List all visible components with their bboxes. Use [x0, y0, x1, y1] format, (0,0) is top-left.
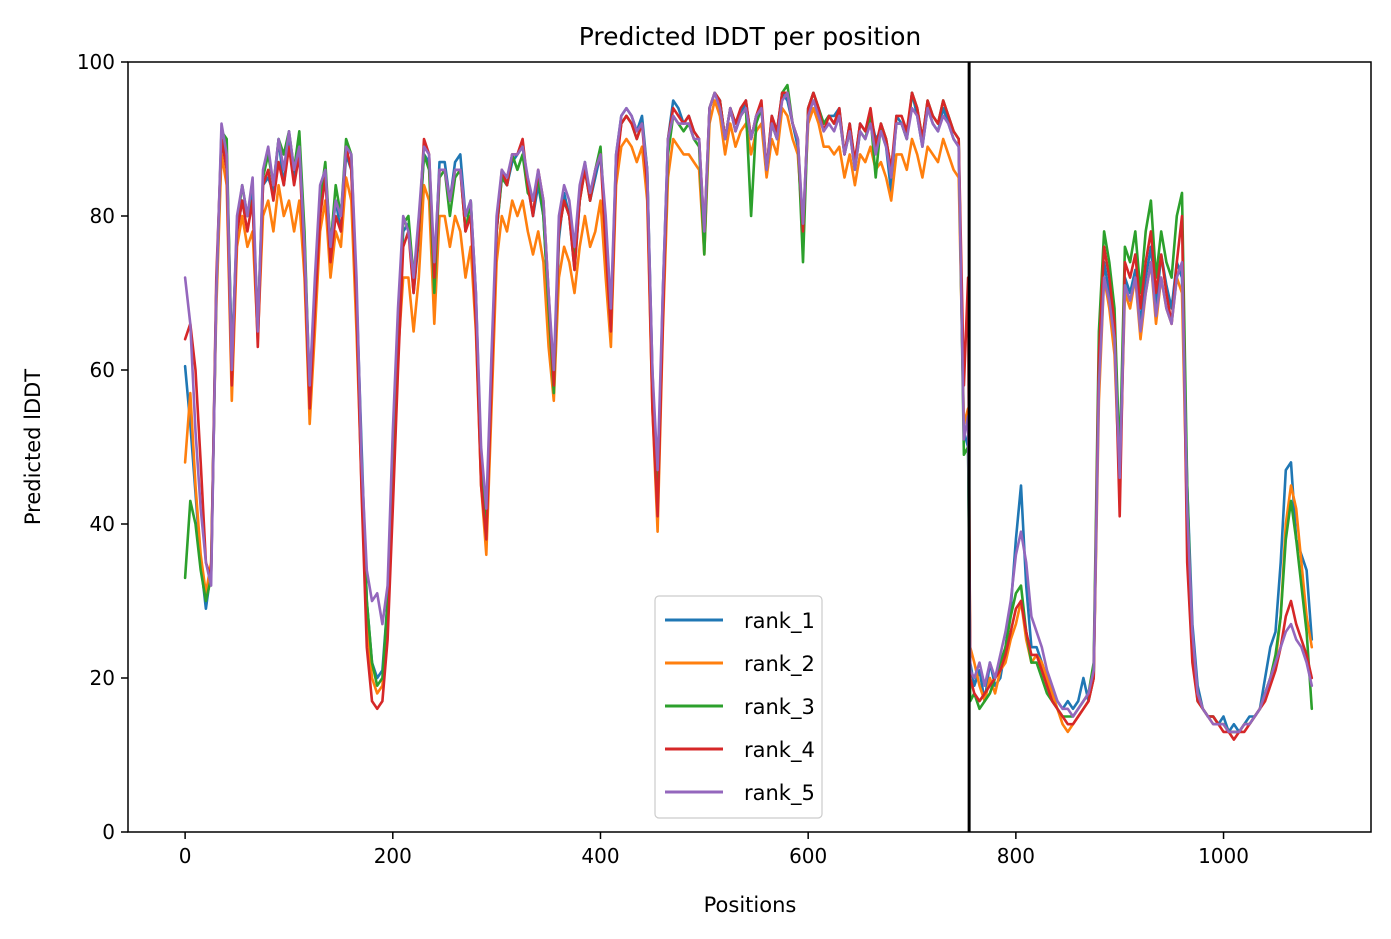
x-tick-label: 800: [997, 844, 1035, 868]
x-axis-label: Positions: [704, 893, 797, 917]
x-tick-label: 0: [179, 844, 192, 868]
legend-label-rank-3: rank_3: [744, 695, 815, 720]
chart-title: Predicted lDDT per position: [579, 22, 921, 51]
y-tick-label: 100: [77, 50, 115, 74]
series-layer: [183, 83, 1314, 741]
y-tick-label: 80: [90, 204, 115, 228]
x-tick-label: 200: [374, 844, 412, 868]
legend-label-rank-2: rank_2: [744, 652, 815, 677]
legend: rank_1 rank_2 rank_3 rank_4 rank_5: [654, 595, 823, 819]
plot-frame: [127, 61, 1372, 833]
series-line-rank-5: [183, 91, 1314, 734]
y-tick-label: 0: [102, 820, 115, 844]
legend-label-rank-1: rank_1: [744, 609, 815, 634]
x-tick-label: 600: [789, 844, 827, 868]
legend-box: [654, 595, 823, 819]
legend-label-rank-5: rank_5: [744, 781, 815, 806]
y-tick-label: 20: [90, 666, 115, 690]
x-tick-label: 400: [581, 844, 619, 868]
y-axis: 0 20 40 60 80 100: [77, 50, 128, 844]
y-axis-label: Predicted lDDT: [21, 369, 45, 525]
y-tick-label: 60: [90, 358, 115, 382]
legend-label-rank-4: rank_4: [744, 738, 815, 763]
x-axis: 0 200 400 600 800 1000: [179, 832, 1249, 868]
x-tick-label: 1000: [1198, 844, 1249, 868]
y-tick-label: 40: [90, 512, 115, 536]
